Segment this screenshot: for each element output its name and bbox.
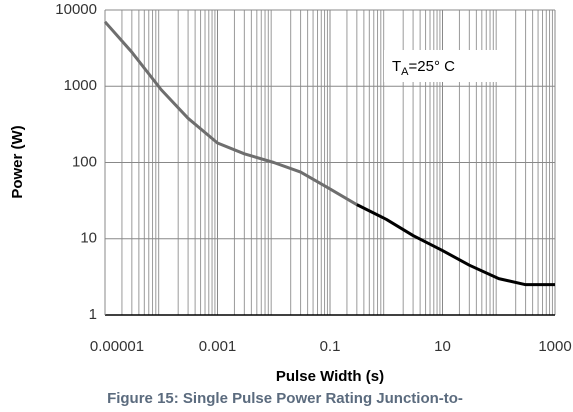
annotation: TA=25° C xyxy=(392,58,455,78)
x-tick-label: 0.001 xyxy=(199,338,237,355)
x-axis-title: Pulse Width (s) xyxy=(276,368,384,385)
lines xyxy=(103,20,555,287)
y-tick-label: 10000 xyxy=(55,1,97,18)
y-axis-title: Power (W) xyxy=(9,125,26,198)
series-line xyxy=(356,203,555,287)
y-tick-label: 1000 xyxy=(64,77,97,94)
labels: 0.00001 0.001 0.1 10 1000 1 10 100 1000 10000 xyxy=(55,1,571,355)
x-tick-label: 1000 xyxy=(538,338,571,355)
y-tick-label: 1 xyxy=(89,306,97,323)
y-tick-label: 10 xyxy=(80,230,97,247)
annotation-sub: A xyxy=(401,66,409,78)
series-line xyxy=(103,20,358,206)
x-tick-label: 10 xyxy=(434,338,451,355)
annotation-main: T xyxy=(392,58,401,75)
y-tick-label: 100 xyxy=(72,153,97,170)
x-tick-label: 0.00001 xyxy=(90,338,144,355)
annotation-box xyxy=(384,50,502,82)
annotation-rest: =25° C xyxy=(409,58,456,75)
caption: Figure 15: Single Pulse Power Rating Jun… xyxy=(107,390,463,407)
x-tick-label: 0.1 xyxy=(320,338,341,355)
